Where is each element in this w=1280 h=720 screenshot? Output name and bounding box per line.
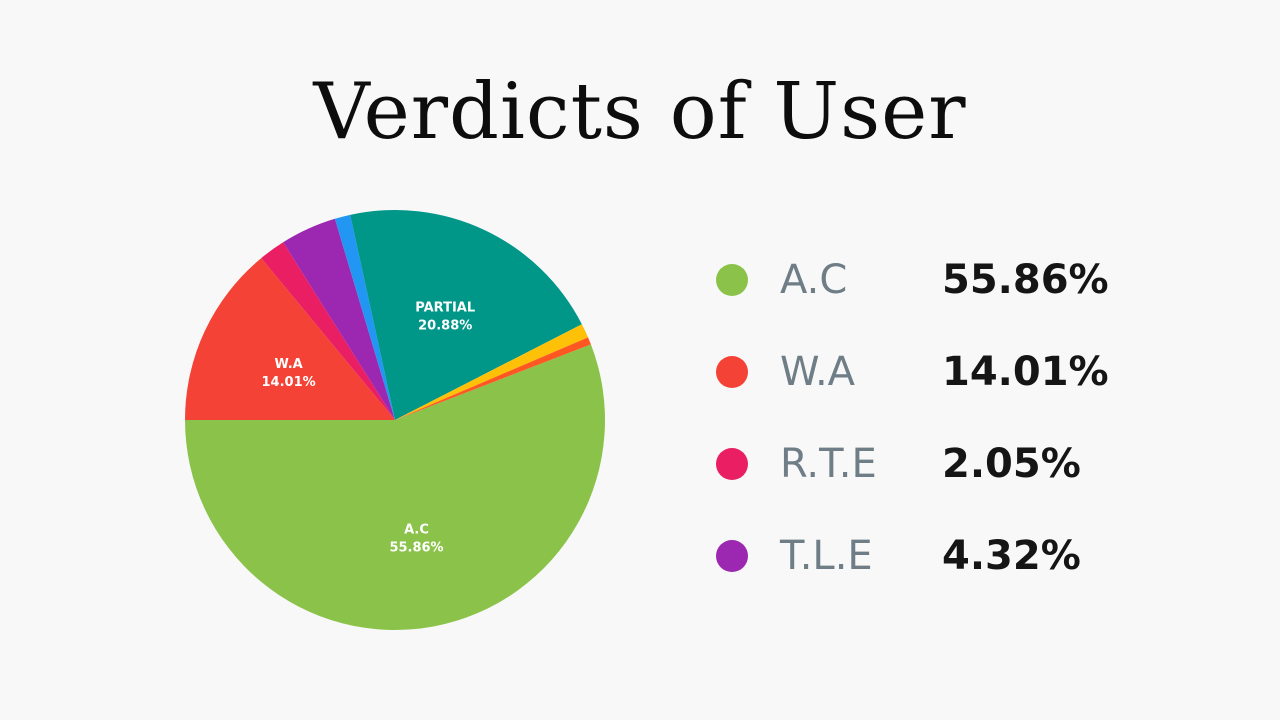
pie-slice-rte — [261, 242, 395, 420]
legend-swatch — [716, 448, 748, 480]
legend-label: A.C — [780, 257, 848, 303]
legend-swatch — [716, 540, 748, 572]
pie-slice — [395, 337, 591, 420]
legend-label: T.L.E — [780, 533, 873, 579]
slice-label: W.A — [274, 357, 302, 372]
legend-value: 55.86% — [942, 257, 1109, 303]
pie-chart: A.C 55.86% W.A 14.01% PARTIAL 20.88% — [185, 210, 605, 631]
pie-slice — [334, 214, 395, 420]
pie-slice-wa — [185, 258, 395, 420]
legend-label: R.T.E — [780, 441, 877, 487]
legend-item-rte: R.T.E 2.05% — [710, 424, 1170, 516]
legend-item-ac: A.C 55.86% — [710, 240, 1170, 332]
legend-swatch — [716, 356, 748, 388]
slice-value: 14.01% — [262, 375, 316, 390]
legend-value: 2.05% — [942, 441, 1081, 487]
slice-value: 55.86% — [389, 541, 443, 556]
chart-title: Verdicts of User — [313, 67, 967, 157]
pie-slice-ac — [185, 344, 605, 631]
legend-swatch — [716, 264, 748, 296]
legend-value: 4.32% — [942, 533, 1081, 579]
pie-slice — [395, 324, 589, 420]
pie-slice-tle — [283, 218, 395, 420]
slice-label: PARTIAL — [415, 301, 475, 316]
legend-item-tle: T.L.E 4.32% — [710, 516, 1170, 608]
legend-value: 14.01% — [942, 349, 1109, 395]
pie-slice-partial — [350, 210, 582, 420]
legend: A.C 55.86% W.A 14.01% R.T.E 2.05% T.L.E … — [710, 240, 1170, 608]
legend-item-wa: W.A 14.01% — [710, 332, 1170, 424]
legend-label: W.A — [780, 349, 856, 395]
slice-value: 20.88% — [418, 319, 472, 334]
slice-label: A.C — [404, 523, 429, 538]
